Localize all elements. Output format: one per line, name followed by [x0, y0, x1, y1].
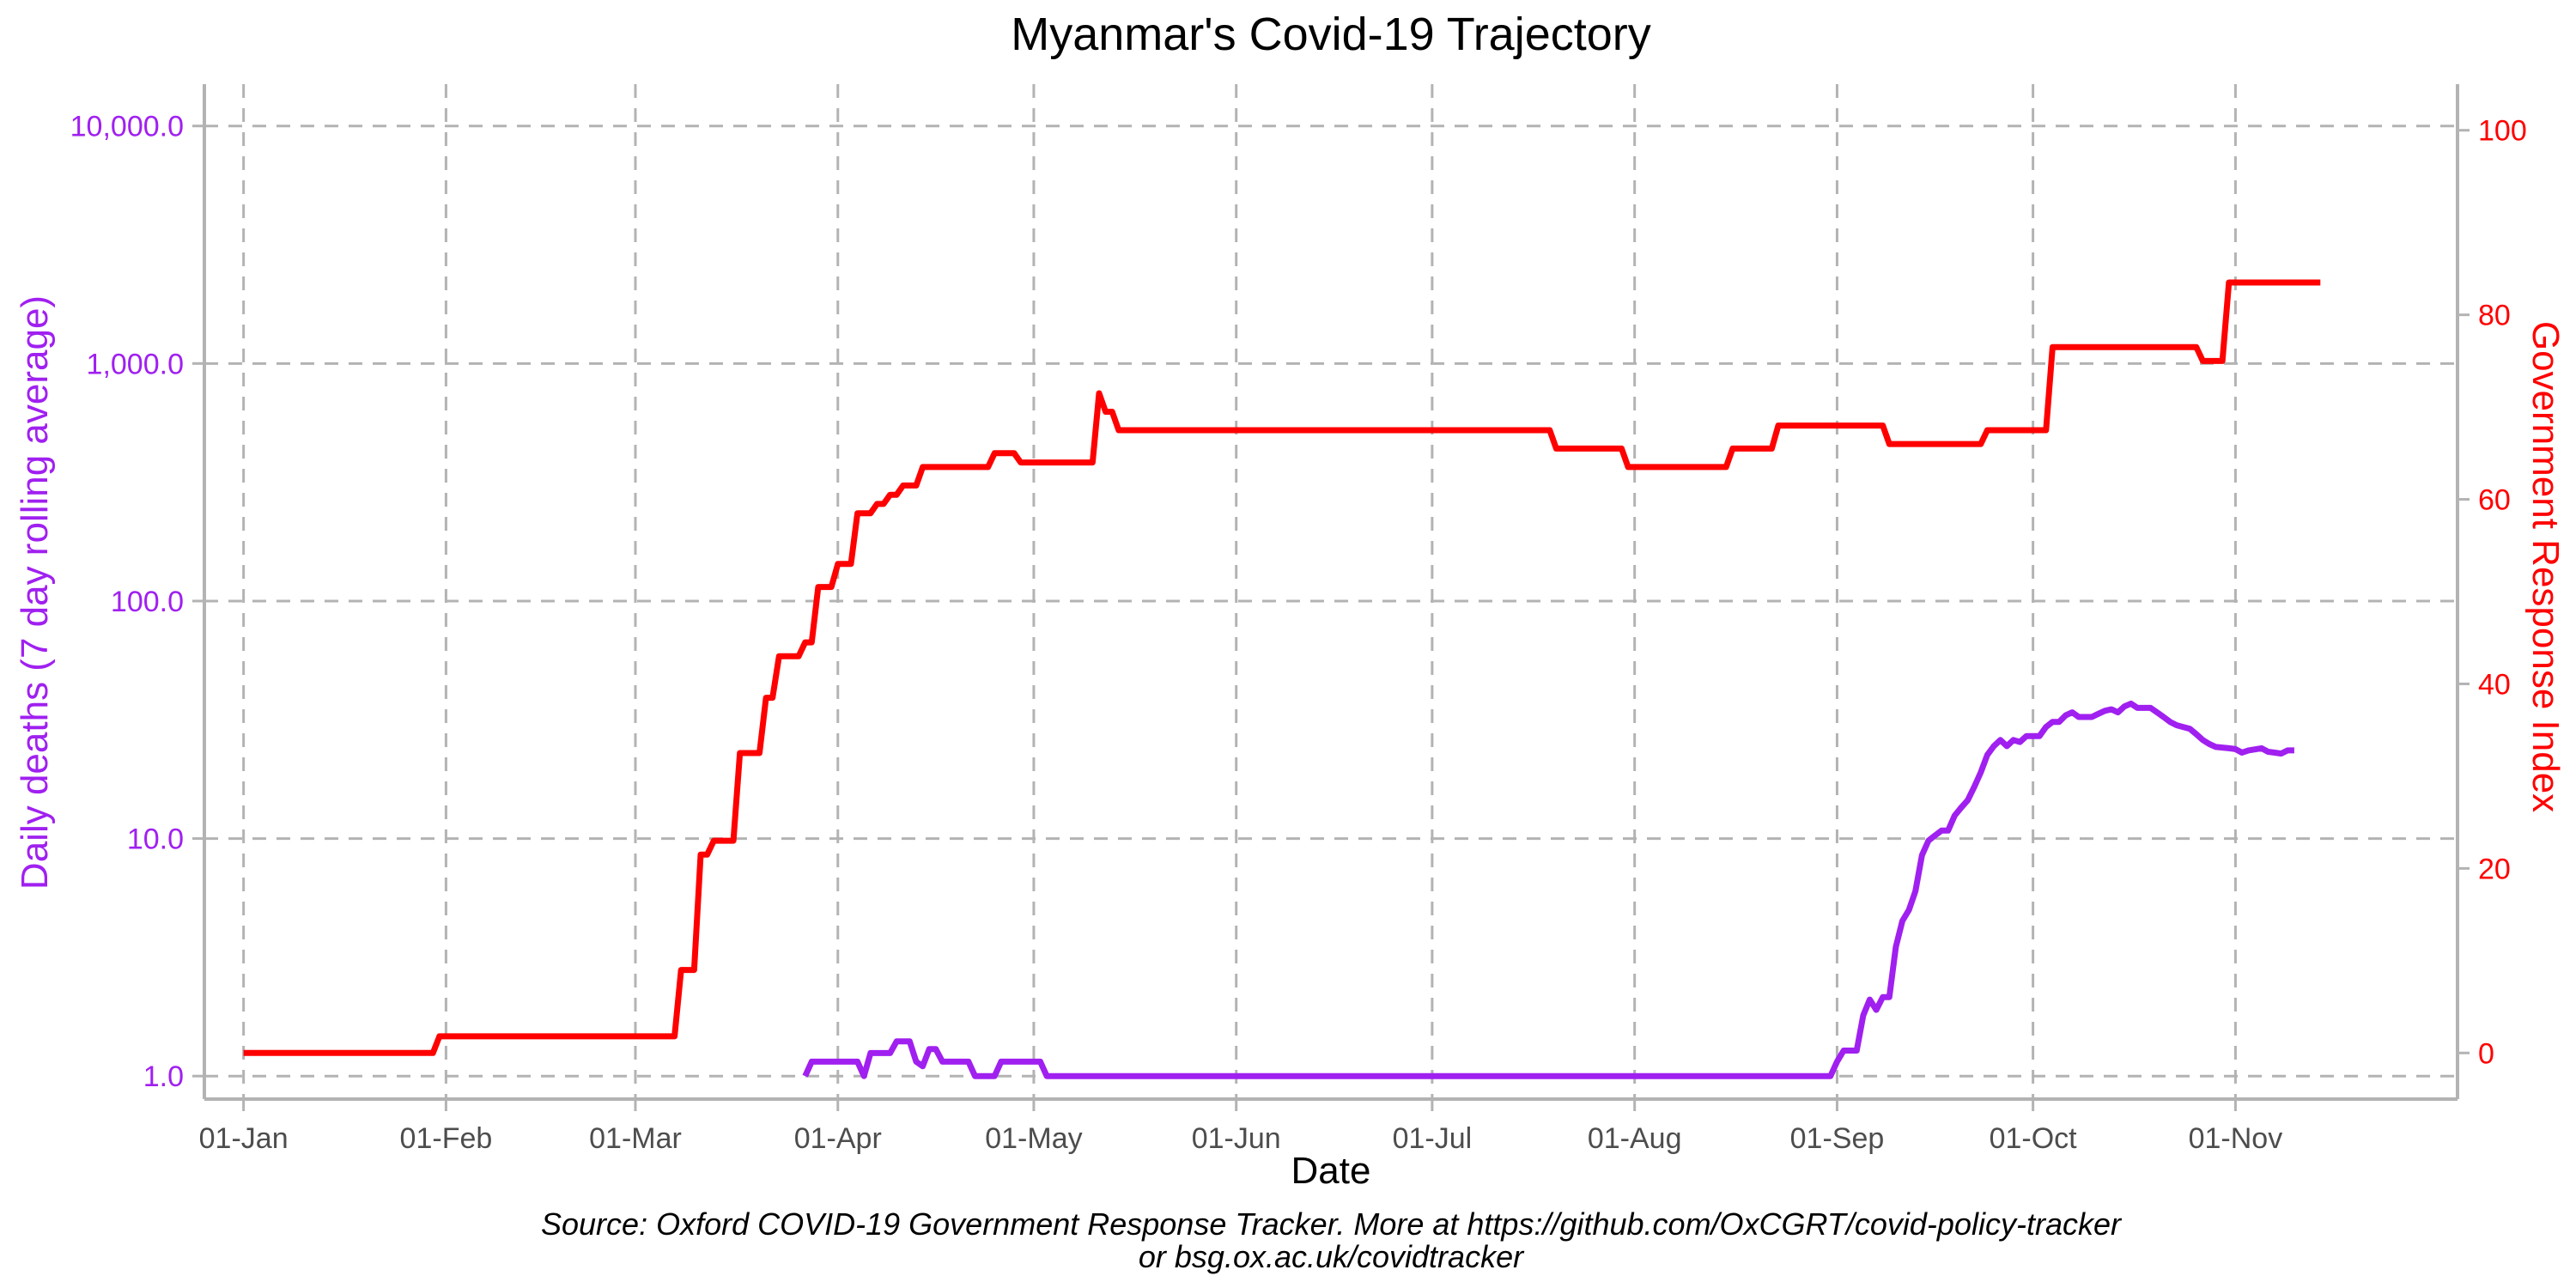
x-tick-label-0: 01-Jan — [199, 1122, 289, 1155]
x-tick-label-7: 01-Aug — [1588, 1122, 1682, 1155]
x-tick-label-3: 01-Apr — [794, 1122, 882, 1155]
y-right-tick-label-3: 60 — [2478, 484, 2511, 517]
y-right-tick-label-2: 40 — [2478, 668, 2511, 701]
x-tick-label-9: 01-Oct — [1990, 1122, 2078, 1155]
x-tick-label-1: 01-Feb — [400, 1122, 493, 1155]
grid-layer — [204, 84, 2458, 1099]
x-tick-label-2: 01-Mar — [589, 1122, 682, 1155]
y-axis-right-title: Government Response Index — [2524, 321, 2567, 812]
axis-layer — [192, 84, 2470, 1111]
series-layer — [243, 279, 2321, 1079]
x-tick-label-10: 01-Nov — [2189, 1122, 2283, 1155]
y-right-tick-label-5: 100 — [2478, 115, 2527, 148]
x-tick-label-4: 01-May — [985, 1122, 1082, 1155]
x-tick-label-8: 01-Sep — [1790, 1122, 1885, 1155]
source-caption-line1: Source: Oxford COVID-19 Government Respo… — [541, 1206, 2123, 1242]
y-left-tick-label-0: 1.0 — [143, 1060, 184, 1093]
y-left-tick-label-4: 10,000.0 — [70, 111, 184, 143]
tick-label-layer: 01-Jan 01-Feb 01-Mar 01-Apr 01-May 01-Jun 01-J… — [70, 111, 2527, 1155]
response-index-line — [243, 279, 2321, 1056]
deaths-line — [802, 700, 2294, 1079]
y-left-tick-label-1: 10.0 — [127, 823, 184, 856]
x-tick-label-5: 01-Jun — [1192, 1122, 1281, 1155]
x-tick-label-6: 01-Jul — [1393, 1122, 1473, 1155]
x-axis-title: Date — [1291, 1150, 1371, 1192]
y-right-tick-label-0: 0 — [2478, 1037, 2494, 1070]
y-left-tick-label-2: 100.0 — [111, 586, 184, 618]
y-right-tick-label-4: 80 — [2478, 300, 2511, 332]
y-right-tick-label-1: 20 — [2478, 853, 2511, 885]
chart-title: Myanmar's Covid-19 Trajectory — [1011, 9, 1651, 60]
y-axis-left-title: Daily deaths (7 day rolling average) — [14, 295, 56, 890]
y-left-tick-label-3: 1,000.0 — [87, 348, 184, 380]
source-caption-line2: or bsg.ox.ac.uk/covidtracker — [1139, 1239, 1525, 1274]
